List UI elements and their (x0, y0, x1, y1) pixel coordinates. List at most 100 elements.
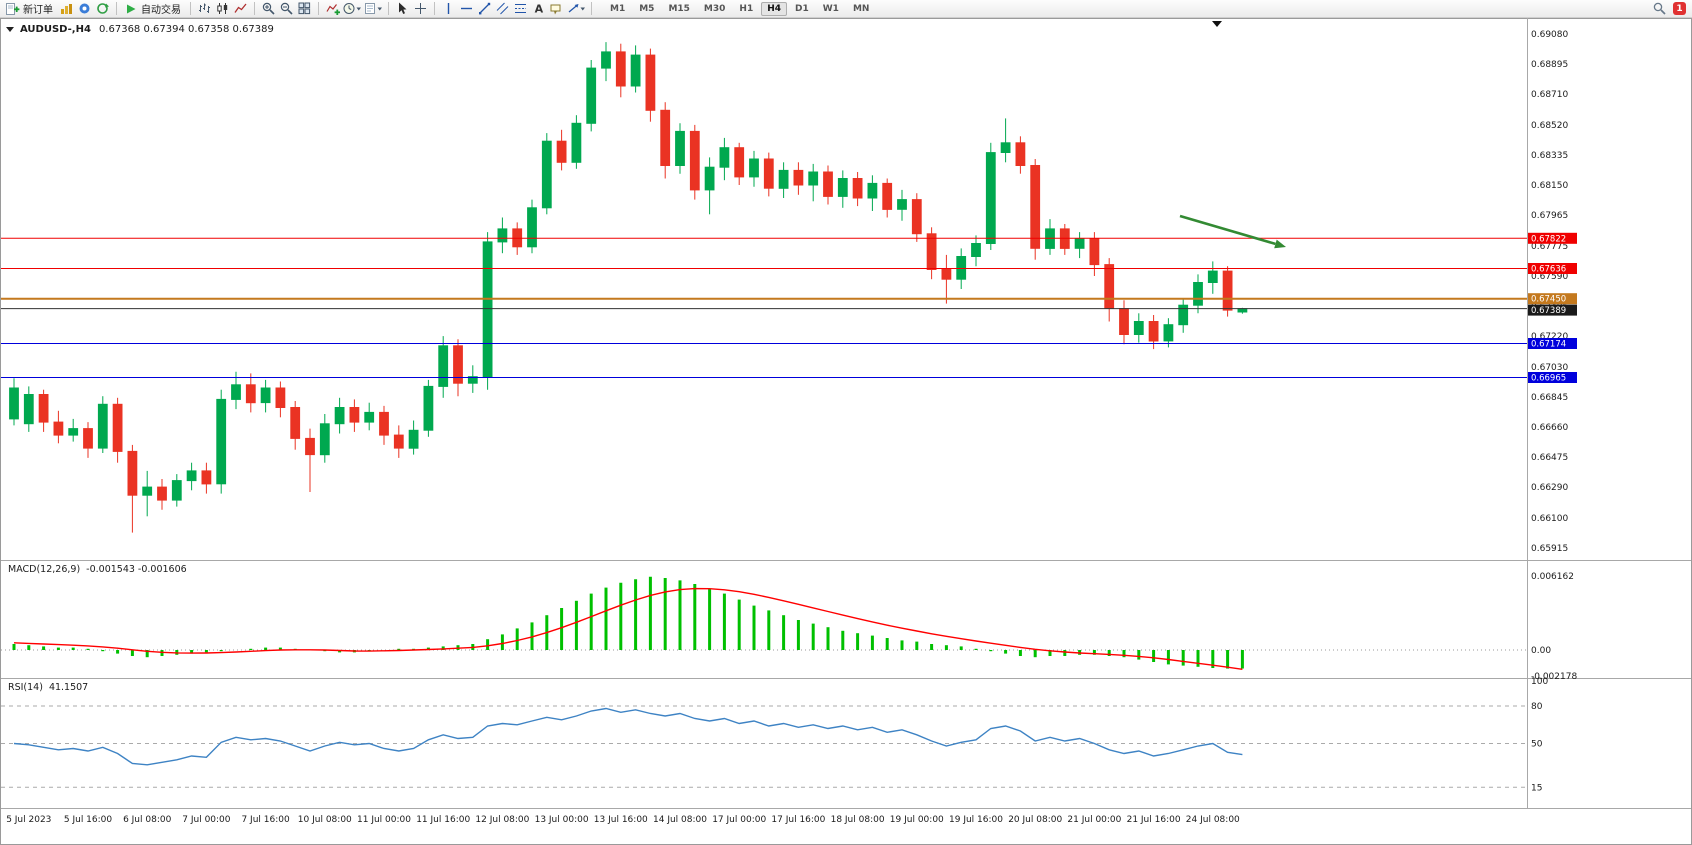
candle-body (941, 269, 952, 280)
vertical-line-tool-icon[interactable] (440, 1, 457, 17)
candle-body (231, 384, 241, 400)
autotrading-icon[interactable] (122, 1, 139, 17)
candle-body (882, 182, 893, 210)
horizontal-line-tool-icon[interactable] (458, 1, 475, 17)
current-price-tag: 0.67389 (1528, 304, 1577, 316)
candle-body (1148, 321, 1159, 342)
text-tool-icon[interactable]: A (530, 1, 547, 17)
svg-text:A: A (535, 3, 544, 16)
svg-text:0.66660: 0.66660 (1531, 423, 1568, 433)
candle-body (349, 407, 360, 423)
refresh-icon[interactable] (94, 1, 111, 17)
cursor-icon[interactable] (394, 1, 411, 17)
candle-body (216, 398, 227, 485)
notifications-badge[interactable]: 1 (1673, 2, 1686, 15)
periods-icon[interactable] (342, 1, 362, 17)
svg-text:17 Jul 00:00: 17 Jul 00:00 (712, 815, 766, 825)
svg-text:10 Jul 08:00: 10 Jul 08:00 (298, 815, 352, 825)
candle-body (897, 199, 907, 210)
candlestick-chart-icon[interactable] (214, 1, 231, 17)
svg-text:0.67590: 0.67590 (1531, 272, 1568, 282)
signals-icon[interactable] (76, 1, 93, 17)
timeframe-button-w1[interactable]: W1 (822, 3, 839, 14)
bar-chart-icon[interactable] (196, 1, 213, 17)
candle-body (1193, 282, 1203, 306)
new-order-icon[interactable] (4, 1, 21, 17)
toolbar-separator (190, 2, 191, 15)
candle-body (275, 387, 286, 408)
macd-signal-line (13, 587, 1243, 670)
candle-body (867, 182, 878, 199)
svg-text:0.67636: 0.67636 (1531, 265, 1566, 275)
svg-text:0.66845: 0.66845 (1531, 393, 1568, 403)
shapes-tool-icon[interactable] (566, 1, 586, 17)
trend-arrow-object[interactable] (1179, 214, 1286, 249)
templates-icon[interactable] (363, 1, 383, 17)
market-watch-icon[interactable] (58, 1, 75, 17)
svg-text:0.66100: 0.66100 (1531, 514, 1568, 524)
svg-text:11 Jul 00:00: 11 Jul 00:00 (357, 815, 411, 825)
svg-text:0.67965: 0.67965 (1531, 211, 1568, 221)
candle-body (971, 243, 981, 257)
crosshair-icon[interactable] (412, 1, 429, 17)
search-icon[interactable] (1651, 1, 1668, 17)
autotrading-label[interactable]: 自动交易 (141, 5, 181, 16)
new-order-label[interactable]: 新订单 (23, 5, 53, 16)
candle-body (467, 376, 478, 384)
text-label-tool-icon[interactable] (548, 1, 565, 17)
candle-body (245, 384, 256, 404)
timeframe-button-h1[interactable]: H1 (739, 3, 754, 14)
candle-body (334, 407, 345, 425)
svg-text:15: 15 (1531, 783, 1542, 793)
timeframe-button-m15[interactable]: M15 (668, 3, 690, 14)
svg-text:14 Jul 08:00: 14 Jul 08:00 (653, 815, 707, 825)
timeframe-button-m30[interactable]: M30 (703, 3, 726, 14)
timeframe-button-h4[interactable]: H4 (761, 1, 787, 16)
candle-body (68, 428, 79, 436)
candle-body (1074, 238, 1085, 249)
candle-body (1015, 142, 1026, 167)
svg-text:0.67174: 0.67174 (1531, 340, 1566, 350)
indicators-icon[interactable] (324, 1, 341, 17)
channel-tool-icon[interactable] (494, 1, 511, 17)
horizontal-line-objects[interactable] (1, 237, 1527, 378)
svg-text:19 Jul 16:00: 19 Jul 16:00 (949, 815, 1003, 825)
one-click-trading-expand-arrow[interactable] (6, 27, 14, 32)
tile-windows-icon[interactable] (296, 1, 313, 17)
timeframe-button-m1[interactable]: M1 (610, 3, 626, 14)
timeframe-button-m5[interactable]: M5 (639, 3, 655, 14)
candle-body (837, 178, 848, 197)
candle-body (186, 470, 197, 482)
rsi-line (13, 707, 1243, 766)
chart-window-frame (0, 18, 1692, 845)
svg-text:0.67450: 0.67450 (1531, 295, 1566, 305)
candle-body (1133, 321, 1144, 335)
trendline-tool-icon[interactable] (476, 1, 493, 17)
candle-body (1104, 264, 1115, 309)
toolbar-separator (388, 2, 389, 15)
zoom-out-icon[interactable] (278, 1, 295, 17)
timeframe-button-d1[interactable]: D1 (795, 3, 809, 14)
line-chart-icon[interactable] (232, 1, 249, 17)
svg-text:21 Jul 16:00: 21 Jul 16:00 (1127, 815, 1181, 825)
macd-indicator-label: MACD(12,26,9) -0.001543 -0.001606 (8, 564, 187, 575)
svg-text:0.68335: 0.68335 (1531, 151, 1568, 161)
macd-values: -0.001543 -0.001606 (86, 564, 187, 575)
candle-body (734, 147, 745, 178)
svg-text:11 Jul 16:00: 11 Jul 16:00 (416, 815, 470, 825)
candle-body (586, 67, 597, 124)
svg-text:0.00: 0.00 (1531, 646, 1551, 656)
candle-body (364, 411, 375, 423)
candle-body (808, 171, 819, 186)
timeframe-toolbar: M1 M5 M15 M30 H1 H4 D1 W1 MN (603, 1, 876, 16)
svg-text:0.66290: 0.66290 (1531, 483, 1568, 493)
svg-text:0.68150: 0.68150 (1531, 181, 1568, 191)
price-tag-0.67636: 0.67636 (1528, 263, 1577, 275)
timeframe-button-mn[interactable]: MN (852, 3, 870, 14)
candle-body (438, 345, 449, 387)
candle-body (393, 434, 404, 449)
svg-text:13 Jul 00:00: 13 Jul 00:00 (535, 815, 589, 825)
zoom-in-icon[interactable] (260, 1, 277, 17)
fibonacci-tool-icon[interactable] (512, 1, 529, 17)
